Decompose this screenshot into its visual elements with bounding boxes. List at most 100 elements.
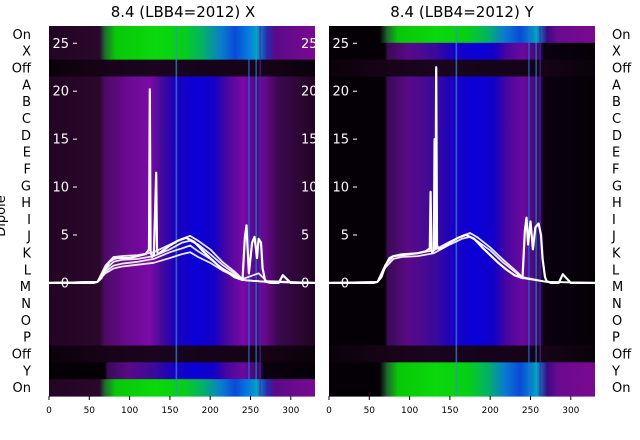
row-label-left: E bbox=[23, 146, 31, 161]
heatmap-row bbox=[329, 328, 595, 347]
row-label-left: On bbox=[13, 28, 31, 43]
panel-y-title: 8.4 (LBB4=2012) Y bbox=[390, 3, 534, 21]
heatmap-row bbox=[49, 379, 315, 397]
row-label-right: Off bbox=[612, 347, 632, 362]
heatmap-row bbox=[49, 59, 315, 78]
row-label-right: O bbox=[612, 314, 622, 329]
inner-y-tick-label-overlap: 15 bbox=[301, 133, 318, 148]
heatmap-row bbox=[49, 93, 315, 111]
inner-y-tick-label: 25 bbox=[332, 37, 349, 52]
heatmap-row bbox=[49, 261, 315, 279]
x-tick-label: 50 bbox=[84, 406, 96, 416]
row-label-right: F bbox=[612, 162, 619, 177]
row-label-left: N bbox=[21, 297, 31, 312]
row-label-left: Off bbox=[12, 62, 32, 77]
heatmap-row bbox=[329, 76, 595, 94]
row-label-left: I bbox=[27, 213, 31, 228]
panel-y: 8.4 (LBB4=2012) Y 0 5 10 15 20 25 0 50 100 150 20… bbox=[326, 3, 596, 416]
row-label-left: X bbox=[22, 45, 31, 60]
row-label-right: A bbox=[612, 78, 621, 93]
heatmap-streak bbox=[455, 26, 458, 396]
row-label-left: P bbox=[23, 331, 31, 346]
row-label-right: H bbox=[612, 196, 622, 211]
row-label-right: Y bbox=[611, 364, 620, 379]
x-tick-label: 250 bbox=[242, 406, 259, 416]
heatmap-row bbox=[329, 211, 595, 229]
row-label-right: E bbox=[612, 146, 620, 161]
heatmap-row bbox=[49, 110, 315, 128]
panel-y-series bbox=[328, 66, 596, 284]
heatmap-row bbox=[329, 379, 595, 397]
row-label-right: K bbox=[612, 247, 621, 262]
inner-y-tick-label: 25 bbox=[52, 37, 69, 52]
x-tick-label: 200 bbox=[482, 406, 499, 416]
row-label-left: D bbox=[21, 129, 31, 144]
x-tick-label: 200 bbox=[202, 406, 219, 416]
row-label-right: Off bbox=[612, 62, 632, 77]
heatmap-streak bbox=[539, 26, 541, 396]
series-line bbox=[48, 235, 316, 284]
panel-x-x-axis: 0 50 100 150 200 250 300 bbox=[46, 396, 300, 416]
x-tick-label: 150 bbox=[441, 406, 458, 416]
row-label-left: M bbox=[20, 280, 31, 295]
panel-y-x-axis: 0 50 100 150 200 250 300 bbox=[326, 396, 580, 416]
heatmap-row bbox=[329, 244, 595, 263]
inner-y-tick-label: 5 bbox=[61, 228, 69, 243]
row-label-right: C bbox=[612, 112, 621, 127]
inner-y-tick-label-overlap: 20 bbox=[301, 85, 318, 100]
row-label-right: On bbox=[612, 381, 630, 396]
heatmap-row bbox=[49, 177, 315, 195]
heatmap-row bbox=[329, 362, 595, 380]
heatmap-row bbox=[329, 93, 595, 111]
heatmap-streak bbox=[528, 26, 530, 396]
heatmap-streak bbox=[175, 26, 178, 396]
row-label-right: P bbox=[612, 331, 620, 346]
inner-y-tick-label: 15 bbox=[332, 133, 349, 148]
heatmap-streak bbox=[255, 26, 257, 396]
inner-y-tick-label: 15 bbox=[52, 133, 69, 148]
heatmap-row bbox=[329, 110, 595, 128]
heatmap-row bbox=[329, 42, 595, 61]
heatmap-streak bbox=[248, 26, 250, 396]
heatmap-row bbox=[329, 194, 595, 212]
heatmap-row bbox=[329, 160, 595, 178]
row-label-left: K bbox=[22, 247, 31, 262]
row-label-left: F bbox=[24, 162, 31, 177]
row-label-right: D bbox=[612, 129, 622, 144]
heatmap-row bbox=[49, 194, 315, 212]
row-label-left: G bbox=[21, 179, 31, 194]
heatmap-streak bbox=[535, 26, 537, 396]
heatmap-row bbox=[329, 345, 595, 363]
panel-x-series bbox=[48, 88, 316, 284]
x-tick-label: 50 bbox=[364, 406, 376, 416]
row-label-left: J bbox=[26, 230, 31, 245]
heatmap-row bbox=[49, 160, 315, 178]
x-tick-label: 300 bbox=[282, 406, 299, 416]
inner-y-tick-label: 20 bbox=[52, 85, 69, 100]
row-label-right: X bbox=[612, 45, 621, 60]
row-label-left: L bbox=[24, 263, 32, 278]
x-tick-label: 150 bbox=[161, 406, 178, 416]
row-label-right: L bbox=[612, 263, 620, 278]
heatmap-row bbox=[329, 261, 595, 279]
heatmap-row bbox=[49, 26, 315, 44]
row-label-right: G bbox=[612, 179, 622, 194]
heatmap-row bbox=[329, 26, 595, 44]
heatmap-row bbox=[49, 211, 315, 229]
series-line bbox=[48, 251, 316, 284]
x-tick-label: 250 bbox=[522, 406, 539, 416]
heatmap-row bbox=[329, 295, 595, 313]
row-label-left: C bbox=[22, 112, 31, 127]
series-line bbox=[48, 239, 316, 284]
panel-y-heatmap bbox=[329, 26, 595, 397]
inner-y-tick-label: 10 bbox=[332, 181, 349, 196]
heatmap-row bbox=[49, 76, 315, 94]
heatmap-row bbox=[329, 143, 595, 162]
row-label-right: J bbox=[611, 230, 616, 245]
series-line bbox=[328, 232, 596, 284]
